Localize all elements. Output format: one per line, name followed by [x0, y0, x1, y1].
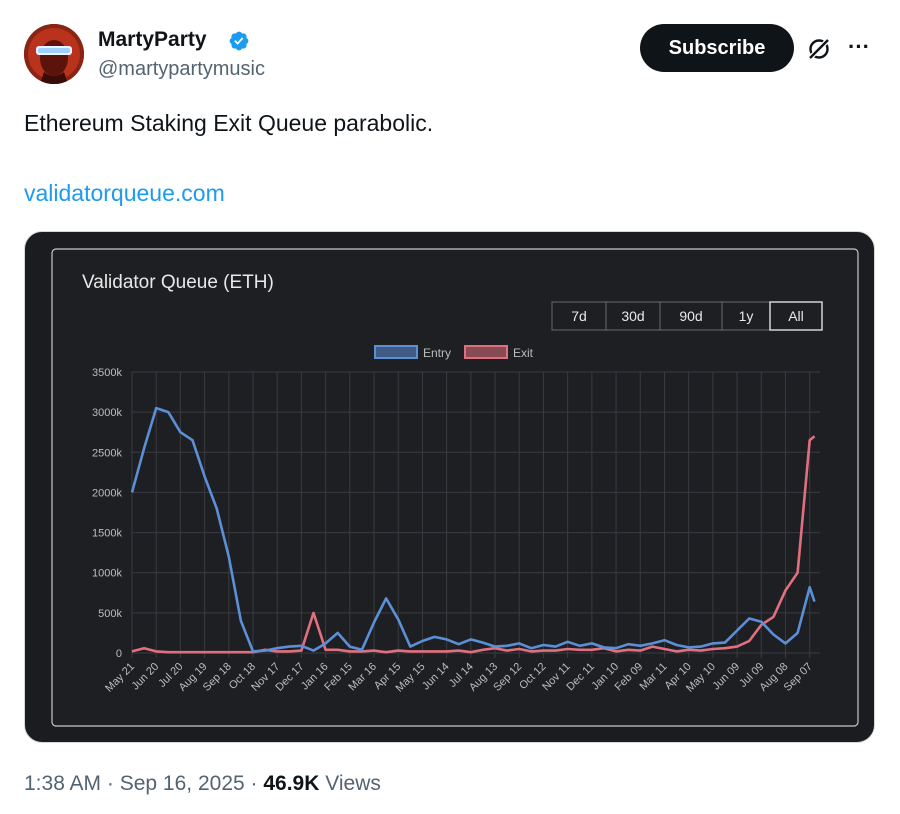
- y-tick-label: 3500k: [92, 367, 122, 379]
- tweet-time[interactable]: 1:38 AM: [24, 772, 102, 795]
- y-tick-label: 3000k: [92, 407, 122, 419]
- author-handle[interactable]: @martypartymusic: [98, 58, 265, 80]
- y-tick-label: 2500k: [92, 447, 122, 459]
- author-display-name[interactable]: MartyParty: [98, 28, 207, 51]
- range-button-1y[interactable]: [721, 301, 771, 331]
- tweet-meta: 1:38 AM · Sep 16, 2025 · 46.9K Views: [24, 772, 381, 796]
- legend-swatch-entry: [374, 345, 418, 359]
- range-button-label[interactable]: 7d: [571, 308, 587, 324]
- y-axis-ticks: 3500k 3000k 2500k 2000k 1500k 1000k 500k 0: [92, 367, 122, 660]
- views-count: 46.9K: [263, 772, 320, 795]
- tweet-text: Ethereum Staking Exit Queue parabolic.: [24, 110, 434, 136]
- avatar-image: [24, 24, 84, 84]
- chart-image[interactable]: Validator Queue (ETH) 7d 30d 90d 1y All Entr…: [24, 231, 875, 743]
- legend-label-entry: Entry: [423, 346, 451, 360]
- subscribe-button[interactable]: Subscribe: [640, 24, 794, 72]
- chart-lines: [130, 406, 816, 654]
- y-tick-label: 500k: [98, 608, 122, 620]
- legend-swatch-exit: [464, 345, 508, 359]
- views-label: Views: [325, 772, 381, 795]
- series-line-exit: [131, 435, 816, 654]
- y-tick-label: 1000k: [92, 568, 122, 580]
- tweet-date[interactable]: Sep 16, 2025: [119, 772, 245, 795]
- more-icon[interactable]: ···: [848, 34, 870, 59]
- y-tick-label: 2000k: [92, 487, 122, 499]
- avatar[interactable]: [24, 24, 84, 84]
- range-buttons: 7d 30d 90d 1y All: [551, 301, 823, 331]
- verified-badge-icon: [229, 31, 249, 51]
- tweet-link[interactable]: validatorqueue.com: [24, 180, 225, 206]
- range-button-7d[interactable]: [551, 301, 607, 331]
- range-button-label[interactable]: All: [788, 308, 804, 324]
- range-button-label[interactable]: 90d: [679, 308, 702, 324]
- grok-icon[interactable]: [806, 36, 832, 62]
- meta-separator: ·: [106, 772, 120, 795]
- chart-title: Validator Queue (ETH): [82, 272, 274, 293]
- meta-separator: ·: [250, 772, 264, 795]
- y-tick-label: 1500k: [92, 528, 122, 540]
- validator-queue-chart: Validator Queue (ETH) 7d 30d 90d 1y All Entr…: [51, 248, 859, 727]
- range-button-label[interactable]: 30d: [621, 308, 644, 324]
- series-line-entry: [130, 406, 816, 653]
- range-button-All[interactable]: [769, 301, 823, 331]
- range-button-label[interactable]: 1y: [739, 308, 754, 324]
- chart-grid: [131, 371, 820, 658]
- y-tick-label: 0: [116, 648, 122, 660]
- chart-legend: Entry Exit: [374, 345, 534, 360]
- legend-label-exit: Exit: [513, 346, 534, 360]
- range-button-30d[interactable]: [605, 301, 661, 331]
